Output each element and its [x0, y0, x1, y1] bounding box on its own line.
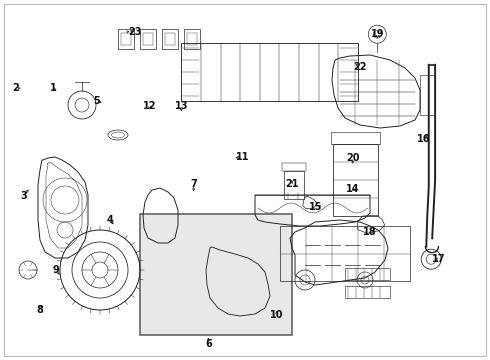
Text: 1: 1 [49, 83, 56, 93]
Bar [187, 33, 196, 45]
Text: 5: 5 [94, 96, 100, 106]
Bar [280, 226, 410, 281]
Text: 10: 10 [270, 310, 284, 320]
Text: 19: 19 [370, 29, 384, 39]
Text: 11: 11 [236, 152, 249, 162]
Text: 12: 12 [143, 101, 156, 111]
Text: 21: 21 [285, 179, 298, 189]
Bar [140, 214, 292, 335]
Text: 23: 23 [128, 27, 142, 37]
Bar [345, 268, 390, 280]
Text: 9: 9 [53, 265, 60, 275]
Bar [282, 163, 306, 171]
Bar [118, 29, 134, 49]
Bar [143, 33, 152, 45]
Bar [345, 286, 390, 298]
Text: 22: 22 [353, 62, 367, 72]
Text: 15: 15 [309, 202, 323, 212]
Bar [162, 29, 177, 49]
Bar [121, 33, 131, 45]
Bar [420, 75, 435, 115]
Text: 16: 16 [417, 134, 431, 144]
Text: 18: 18 [363, 227, 377, 237]
Text: 14: 14 [346, 184, 360, 194]
Bar [181, 43, 358, 101]
Bar [140, 29, 156, 49]
Text: 4: 4 [107, 215, 114, 225]
Bar [333, 144, 378, 216]
Bar [165, 33, 174, 45]
Text: 13: 13 [174, 101, 188, 111]
Bar [284, 171, 304, 199]
Text: 20: 20 [346, 153, 360, 163]
Text: 8: 8 [37, 305, 44, 315]
Bar [331, 132, 380, 144]
Text: 2: 2 [12, 83, 19, 93]
Bar [184, 29, 199, 49]
Text: 7: 7 [190, 179, 197, 189]
Text: 3: 3 [20, 191, 27, 201]
Text: 17: 17 [432, 254, 445, 264]
Text: 6: 6 [205, 339, 212, 349]
